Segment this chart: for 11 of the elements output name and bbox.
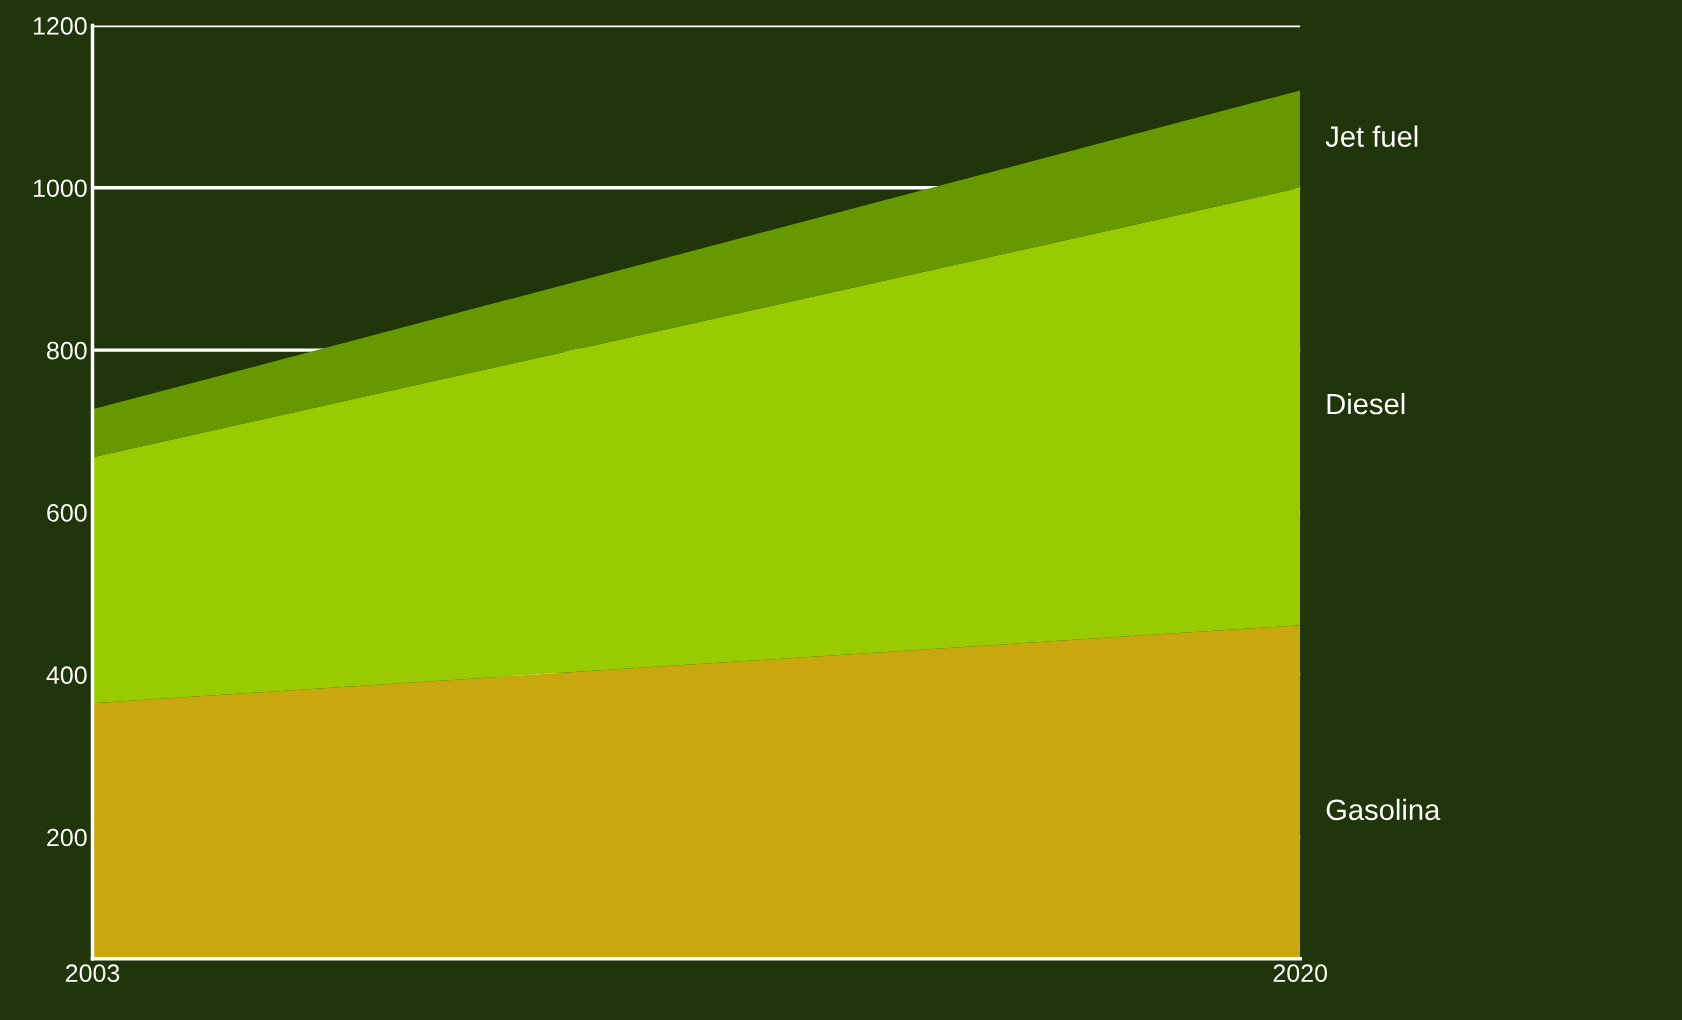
y-tick-label: 1000 xyxy=(33,179,87,198)
x-tick-label: 2020 xyxy=(1273,964,1328,983)
series-label: Jet fuel xyxy=(1325,125,1418,147)
series-label: Gasolina xyxy=(1326,798,1441,821)
y-tick-label: 400 xyxy=(46,666,87,685)
y-tick-label: 200 xyxy=(47,828,87,847)
y-tick-label: 600 xyxy=(47,504,87,522)
y-tick-label: 800 xyxy=(47,341,87,360)
y-tick-label: 1200 xyxy=(33,17,87,35)
x-tick-label: 2003 xyxy=(65,964,120,983)
series-label: Diesel xyxy=(1327,392,1405,415)
